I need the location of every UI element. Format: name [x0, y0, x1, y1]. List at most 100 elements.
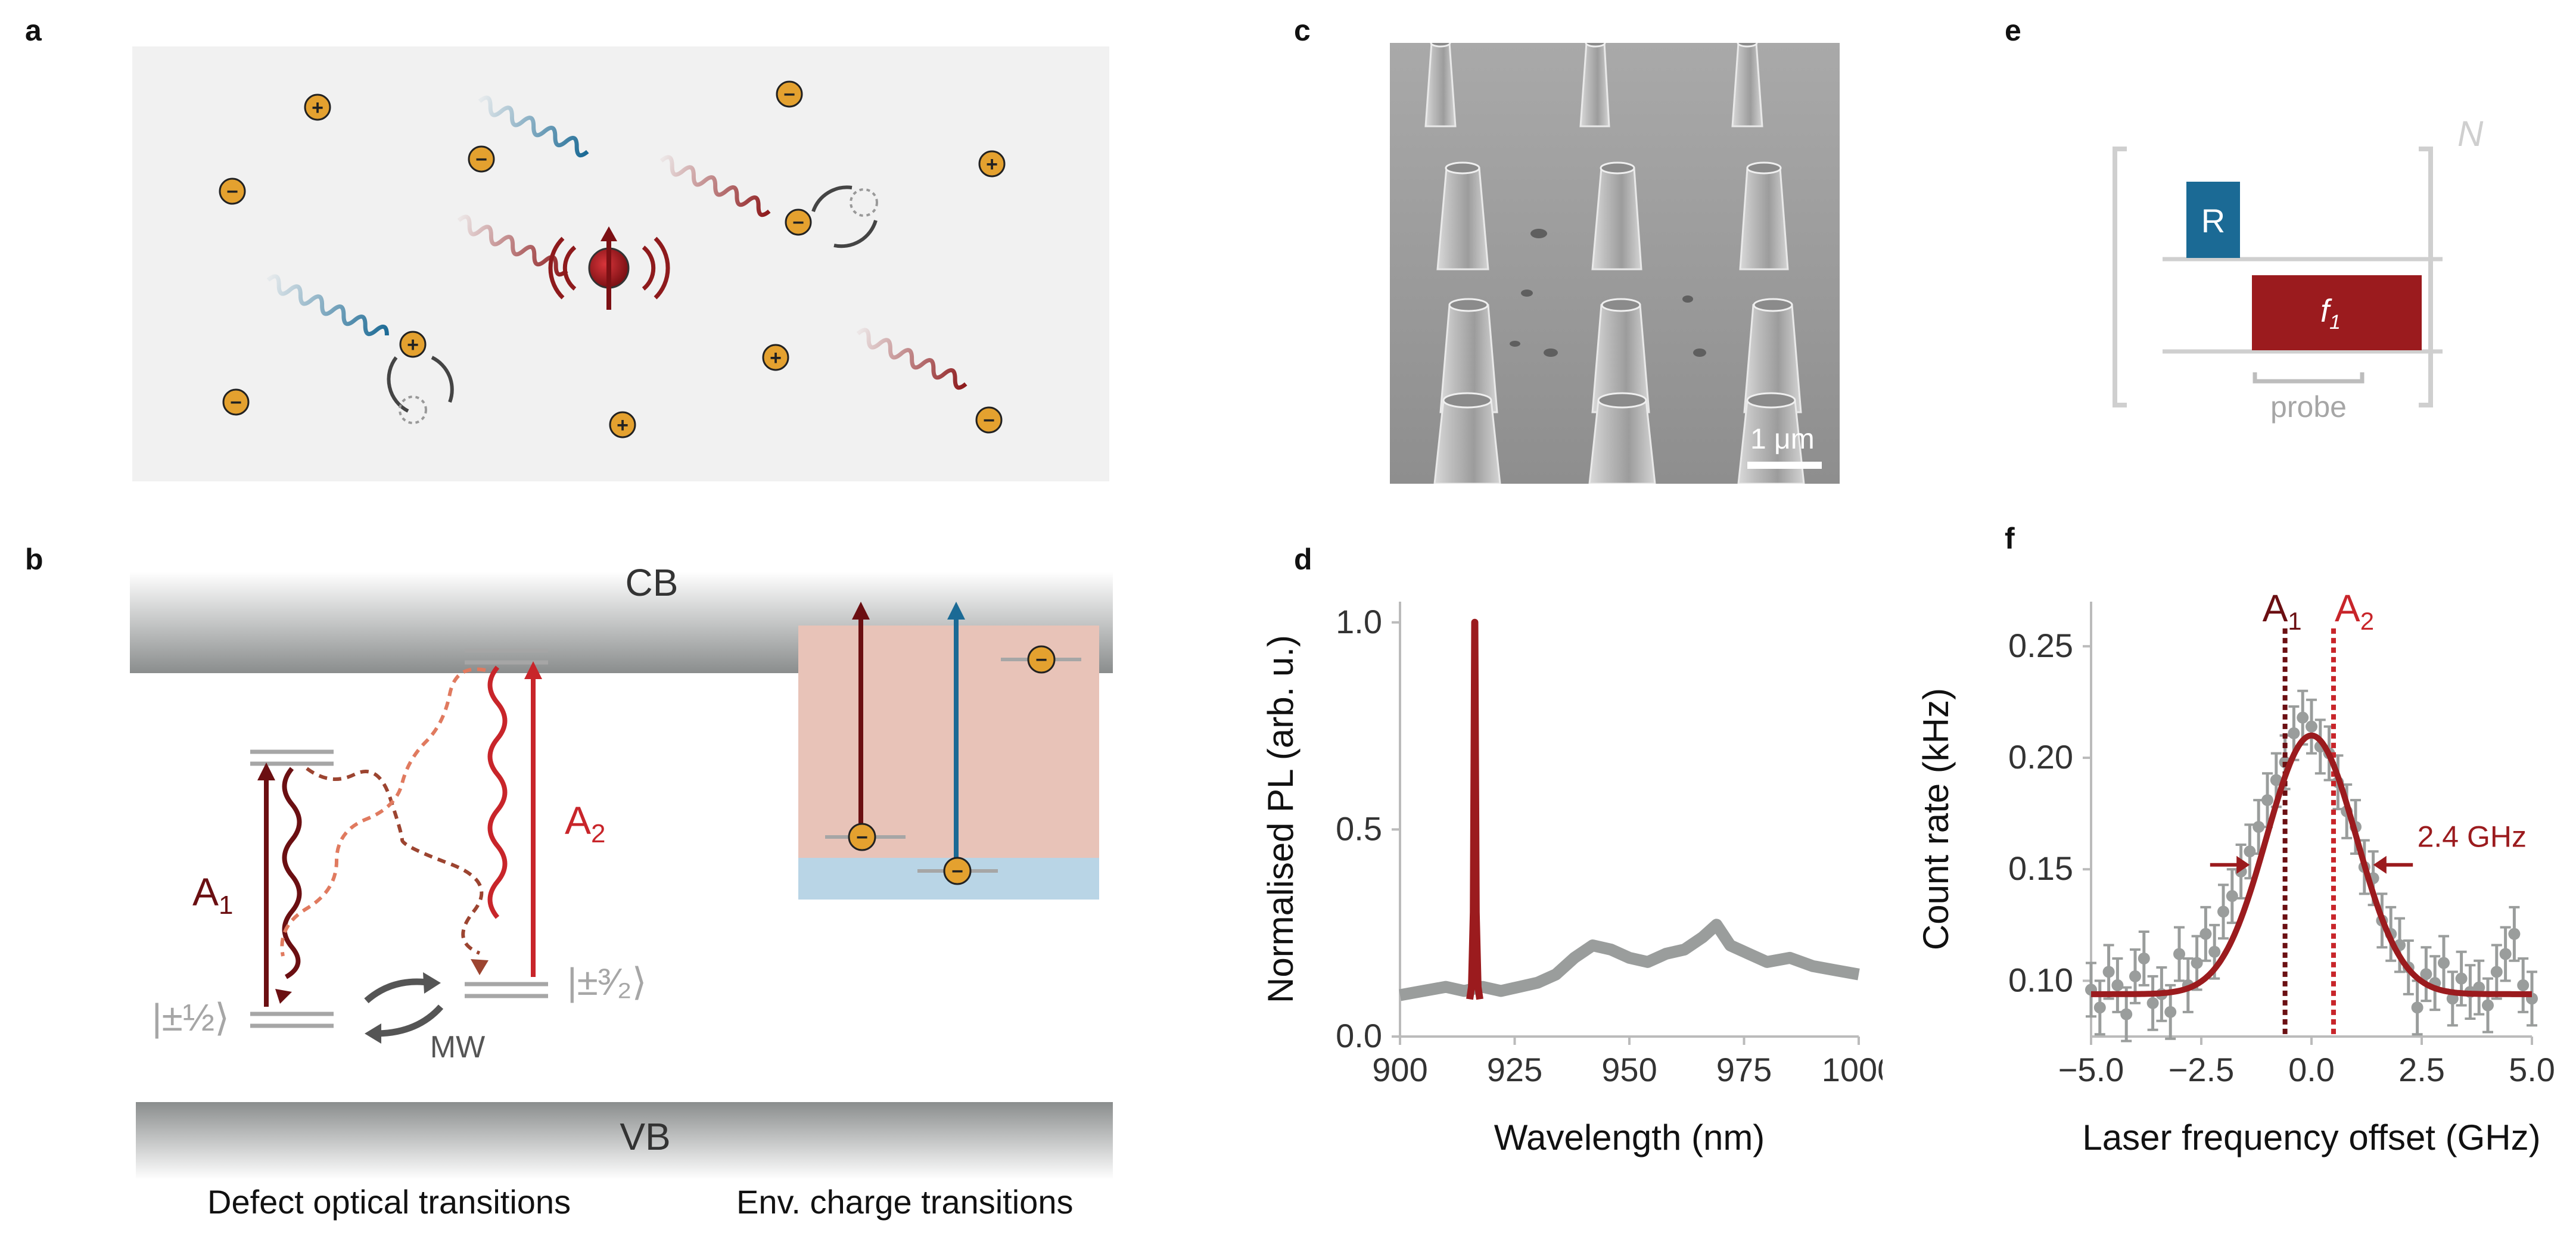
photon-red-3 [856, 328, 967, 390]
level-three-half [465, 982, 548, 998]
data-point [2146, 997, 2159, 1009]
cross-relaxation-2 [280, 667, 486, 957]
charge-5: − [776, 80, 803, 108]
svg-text:−: − [792, 211, 804, 234]
y-tick-label: 1.0 [1336, 603, 1382, 640]
label-a2: A2 [565, 798, 606, 848]
level-a1-upper [250, 749, 334, 766]
photon-blue-2 [266, 274, 389, 337]
emission-a1 [282, 767, 302, 979]
data-point [2420, 968, 2432, 981]
charge-1: + [304, 94, 331, 121]
data-point [2508, 928, 2521, 940]
level-a2-upper [465, 648, 548, 665]
data-point [2244, 845, 2256, 858]
svg-text:−: − [475, 148, 487, 171]
arrow-a2-excitation [524, 661, 542, 977]
svg-text:+: + [617, 414, 629, 437]
emission-a1-head [275, 989, 292, 1004]
x-tick-label: 900 [1372, 1051, 1427, 1088]
panel-label-e: e [2005, 14, 2021, 47]
probe-bracket [2253, 372, 2365, 384]
y-tick-label: 0.0 [1336, 1017, 1382, 1054]
y-tick-label: 0.5 [1336, 810, 1382, 847]
charge-10: + [609, 411, 636, 438]
series-line-2 [1466, 618, 1483, 1000]
data-point [2217, 905, 2229, 918]
x-tick-label: 950 [1601, 1051, 1657, 1088]
data-point [2208, 945, 2221, 958]
svg-text:+: + [986, 153, 998, 176]
charge-6: − [785, 208, 812, 236]
y-axis-label: Count rate (kHz) [1916, 688, 1956, 950]
probe-label: probe [2270, 390, 2347, 424]
data-point [2164, 1006, 2177, 1018]
fwhm-label: 2.4 GHz [2418, 820, 2527, 854]
y-axis-label: Normalised PL (arb. u.) [1261, 635, 1301, 1003]
data-point [2438, 957, 2450, 969]
env-arrow-blue [947, 602, 965, 870]
charge-2: − [219, 178, 246, 205]
series-line-1 [1399, 919, 1860, 1001]
capture-cycle-lower [387, 356, 454, 424]
data-point [2120, 1008, 2133, 1020]
valence-band-label: VB [620, 1115, 670, 1158]
gaussian-fit [2090, 732, 2533, 997]
scale-bar [1747, 462, 1822, 469]
charges-b: − − − [848, 645, 1056, 885]
sem-micrograph: 1 μm [1390, 43, 1840, 484]
pillar-tops [1430, 43, 1796, 409]
charge-8: + [762, 344, 789, 371]
mw-label: MW [430, 1030, 485, 1065]
data-point [2138, 952, 2150, 964]
svg-text:+: + [312, 97, 323, 119]
svg-text:−: − [783, 83, 795, 106]
level-half [250, 1012, 334, 1028]
panel-label-b: b [25, 543, 43, 576]
arrow-a1-excitation [257, 763, 275, 1007]
charge-9: − [975, 406, 1003, 434]
panel-label-a: a [25, 14, 42, 47]
env-charge-1: − [848, 823, 876, 851]
y-tick-label: 0.20 [2008, 738, 2073, 776]
data-point [2226, 890, 2238, 903]
x-tick-label: −5.0 [2058, 1051, 2124, 1088]
ket-three-half: |±³⁄₂⟩ [567, 960, 647, 1003]
nanopillar-array [1424, 43, 1805, 484]
surface-pits [1510, 229, 1706, 357]
x-tick-label: 5.0 [2509, 1051, 2555, 1088]
transition-label-a2: A2 [2335, 587, 2374, 635]
ket-half: |±½⟩ [152, 996, 229, 1039]
y-tick-label: 0.15 [2008, 849, 2073, 887]
data-point [2111, 979, 2124, 991]
x-axis-label: Wavelength (nm) [1494, 1118, 1765, 1157]
data-point [2411, 1001, 2423, 1014]
data-point [2102, 966, 2115, 978]
x-tick-label: 2.5 [2398, 1051, 2445, 1088]
reset-pulse [2186, 182, 2240, 258]
panel-label-c: c [1294, 14, 1311, 47]
emission-a2 [487, 665, 508, 919]
caption-defect-optical: Defect optical transitions [207, 1183, 571, 1221]
data-point [2270, 774, 2282, 786]
cross-relaxation-1-head [471, 959, 489, 975]
caption-env-charge: Env. charge transitions [736, 1183, 1074, 1221]
data-point [2093, 1001, 2106, 1014]
data-point [2499, 948, 2512, 960]
data-point [2199, 928, 2212, 940]
data-point [2517, 979, 2530, 991]
svg-text:−: − [951, 860, 963, 883]
x-tick-label: 925 [1487, 1051, 1542, 1088]
label-a1: A1 [192, 870, 234, 920]
repeat-brackets [2113, 147, 2433, 407]
mw-cycle [364, 978, 444, 1037]
y-tick-label: 0.25 [2008, 627, 2073, 664]
photon-red-2 [659, 155, 771, 217]
env-charge-3: − [1027, 645, 1056, 674]
charge-7: + [399, 331, 427, 358]
x-tick-label: 975 [1716, 1051, 1772, 1088]
charge-11: − [222, 388, 250, 416]
x-tick-label: 0.0 [2288, 1051, 2335, 1088]
data-point [2297, 711, 2309, 724]
